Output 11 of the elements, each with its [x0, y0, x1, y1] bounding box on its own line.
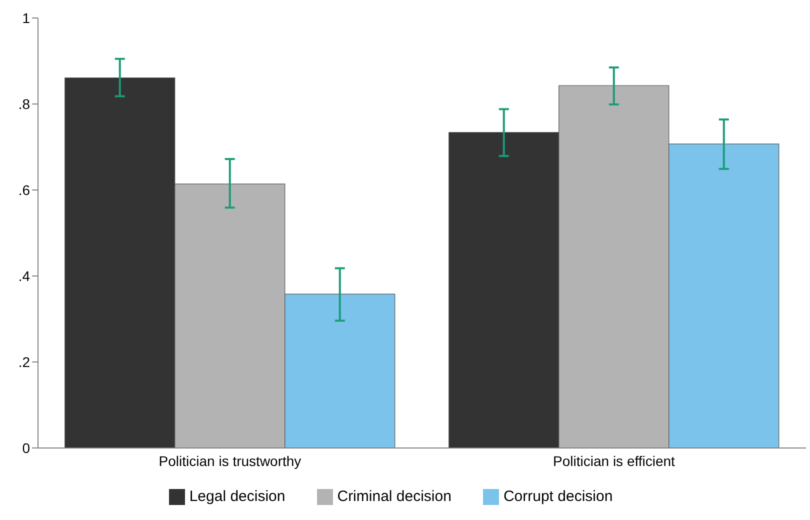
x-tick-label: Politician is trustworthy — [158, 452, 302, 469]
y-tick-label: 1 — [22, 10, 30, 26]
legend-label: Corrupt decision — [503, 488, 613, 505]
y-tick-label: .4 — [18, 268, 30, 284]
legend-label: Legal decision — [189, 488, 286, 505]
y-tick-label: 0 — [22, 440, 30, 456]
y-tick-label: .8 — [18, 96, 30, 112]
x-tick-label: Politician is efficient — [553, 452, 676, 469]
y-tick-label: .2 — [18, 354, 30, 370]
y-tick-label: .6 — [18, 182, 30, 198]
legend-label: Criminal decision — [337, 488, 452, 505]
